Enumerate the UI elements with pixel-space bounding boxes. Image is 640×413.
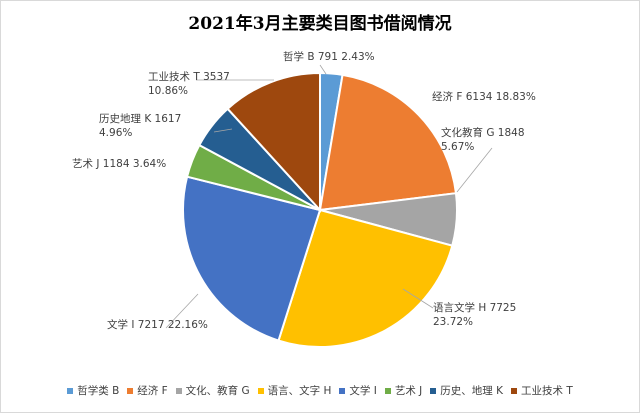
pie-slice-8 — [226, 71, 321, 213]
data-label-8: 工业技术 T 3537 10.86% — [148, 70, 230, 97]
legend-label: 语言、文字 H — [267, 385, 332, 397]
legend-label: 艺术 J — [394, 385, 423, 397]
legend-item-7: 历史、地理 K — [430, 383, 503, 398]
legend-item-4: 语言、文字 H — [257, 383, 332, 398]
legend-swatch — [127, 387, 134, 394]
legend-swatch — [339, 387, 346, 394]
legend-item-1: 哲学类 B — [67, 383, 119, 398]
data-label-7: 历史地理 K 1617 4.96% — [99, 112, 181, 139]
chart-legend: 哲学类 B 经济 F 文化、教育 G 语言、文字 H 文学 I 艺术 J 历史、地理 K 工业… — [0, 383, 640, 398]
legend-label: 文化、教育 G — [185, 385, 250, 397]
leader-line-3 — [456, 147, 493, 193]
pie-slice-5 — [182, 175, 322, 342]
leader-line-4 — [402, 288, 434, 309]
legend-label: 文学 I — [349, 385, 377, 397]
data-label-6: 艺术 J 1184 3.64% — [72, 158, 166, 170]
legend-label: 哲学类 B — [77, 385, 120, 397]
data-label-5: 文学 I 7217 22.16% — [107, 318, 208, 331]
data-label-2: 经济 F 6134 18.83% — [432, 90, 536, 103]
legend-label: 历史、地理 K — [440, 385, 503, 397]
legend-item-2: 经济 F — [127, 383, 168, 398]
legend-item-5: 文学 I — [339, 383, 377, 398]
legend-swatch — [430, 387, 437, 394]
legend-label: 经济 F — [137, 385, 168, 397]
data-label-1: 哲学 B 791 2.43% — [283, 50, 375, 63]
legend-item-6: 艺术 J — [384, 383, 423, 398]
legend-item-8: 工业技术 T — [511, 383, 573, 398]
legend-swatch — [67, 387, 74, 394]
chart-title: 2021年3月主要类目图书借阅情况 — [188, 14, 452, 34]
legend-swatch — [511, 387, 517, 394]
legend-swatch — [175, 387, 182, 394]
pie-slice-2 — [318, 73, 458, 212]
legend-swatch — [384, 387, 391, 394]
pie-slices — [182, 71, 459, 348]
pie-slice-4 — [277, 208, 454, 348]
data-label-4: 语言文学 H 7725 23.72% — [433, 301, 516, 328]
leader-line-1 — [319, 64, 327, 75]
legend-label: 工业技术 T — [521, 385, 573, 397]
leader-line-7 — [213, 128, 233, 133]
legend-swatch — [257, 387, 264, 394]
leader-line-5 — [165, 293, 199, 329]
data-label-3: 文化教育 G 1848 5.67% — [441, 126, 525, 153]
legend-item-3: 文化、教育 G — [175, 383, 250, 398]
